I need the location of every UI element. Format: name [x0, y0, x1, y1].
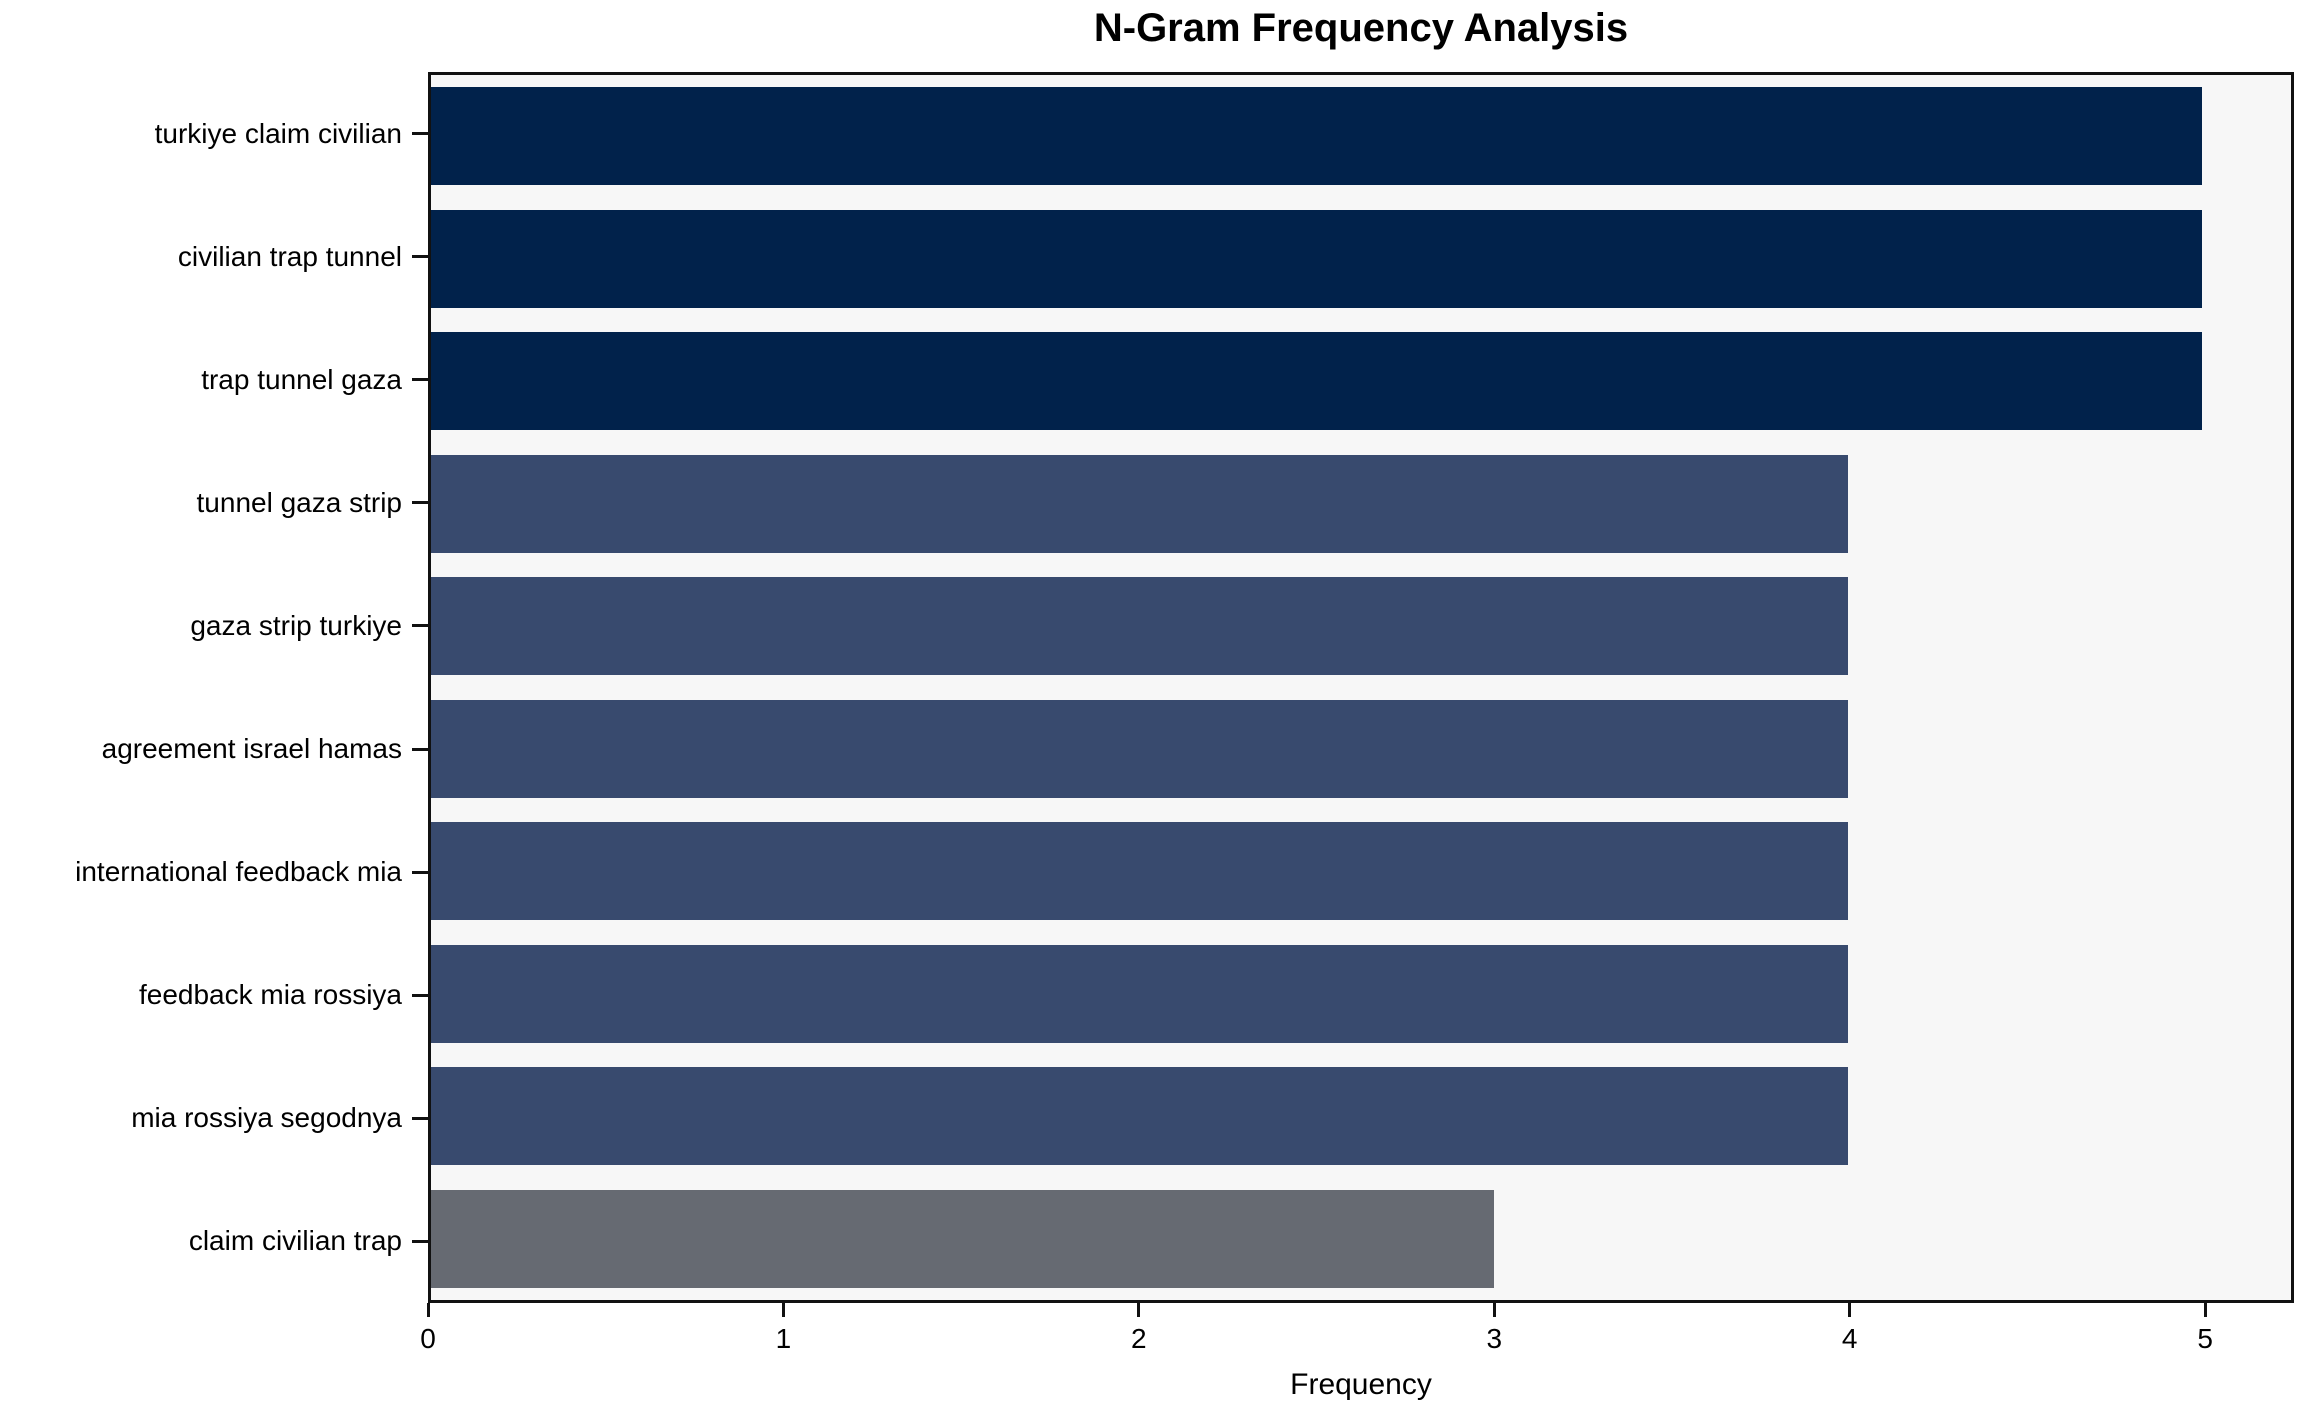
- y-tick-label: turkiye claim civilian: [154, 117, 402, 149]
- bar: [431, 822, 1849, 921]
- y-tick-label: trap tunnel gaza: [201, 363, 402, 395]
- y-tick-label: tunnel gaza strip: [196, 486, 402, 518]
- y-tick-mark: [412, 132, 428, 136]
- bar: [431, 1189, 1494, 1288]
- x-axis: 0 1 2 3 4 5: [420, 1303, 2294, 1373]
- x-tick-label: 4: [1841, 1323, 1858, 1354]
- x-tick-label: 0: [420, 1323, 436, 1354]
- x-tick-mark: [426, 1303, 430, 1317]
- y-tick-mark: [412, 747, 428, 751]
- x-tick-mark: [781, 1303, 785, 1317]
- chart-title: N-Gram Frequency Analysis: [1093, 6, 1629, 50]
- x-tick-label: 3: [1486, 1323, 1503, 1354]
- bar: [431, 1067, 1849, 1166]
- x-tick-label: 5: [2197, 1323, 2213, 1354]
- y-tick-mark: [412, 993, 428, 997]
- y-tick-label: feedback mia rossiya: [138, 979, 402, 1011]
- bar: [431, 454, 1849, 553]
- x-tick-label: 2: [1131, 1323, 1147, 1354]
- y-axis-labels: turkiye claim civilian civilian trap tunn…: [0, 72, 402, 1303]
- y-tick-label: gaza strip turkiye: [190, 609, 402, 641]
- plot-area: [428, 72, 2294, 1303]
- bar: [431, 944, 1849, 1043]
- y-tick-mark: [412, 378, 428, 382]
- y-tick-label: mia rossiya segodnya: [131, 1102, 402, 1134]
- y-tick-mark: [412, 624, 428, 628]
- y-tick-label: international feedback mia: [75, 856, 402, 888]
- y-tick-mark: [412, 1116, 428, 1120]
- x-tick-mark: [1492, 1303, 1496, 1317]
- bar: [431, 332, 2203, 431]
- y-tick-mark: [412, 870, 428, 874]
- y-axis-tick-marks: [412, 72, 428, 1303]
- x-tick-mark: [1848, 1303, 1852, 1317]
- bar: [431, 209, 2203, 308]
- x-tick-label: 1: [775, 1323, 792, 1354]
- y-tick-label: claim civilian trap: [188, 1225, 402, 1257]
- y-tick-label: civilian trap tunnel: [177, 240, 402, 272]
- bar: [431, 87, 2203, 186]
- y-tick-mark: [412, 1239, 428, 1243]
- y-tick-mark: [412, 255, 428, 259]
- y-tick-mark: [412, 501, 428, 505]
- y-tick-label: agreement israel hamas: [101, 733, 402, 765]
- x-tick-mark: [2203, 1303, 2207, 1317]
- x-axis-title: Frequency: [1290, 1368, 1432, 1401]
- bar: [431, 699, 1849, 798]
- bar: [431, 577, 1849, 676]
- x-tick-mark: [1137, 1303, 1141, 1317]
